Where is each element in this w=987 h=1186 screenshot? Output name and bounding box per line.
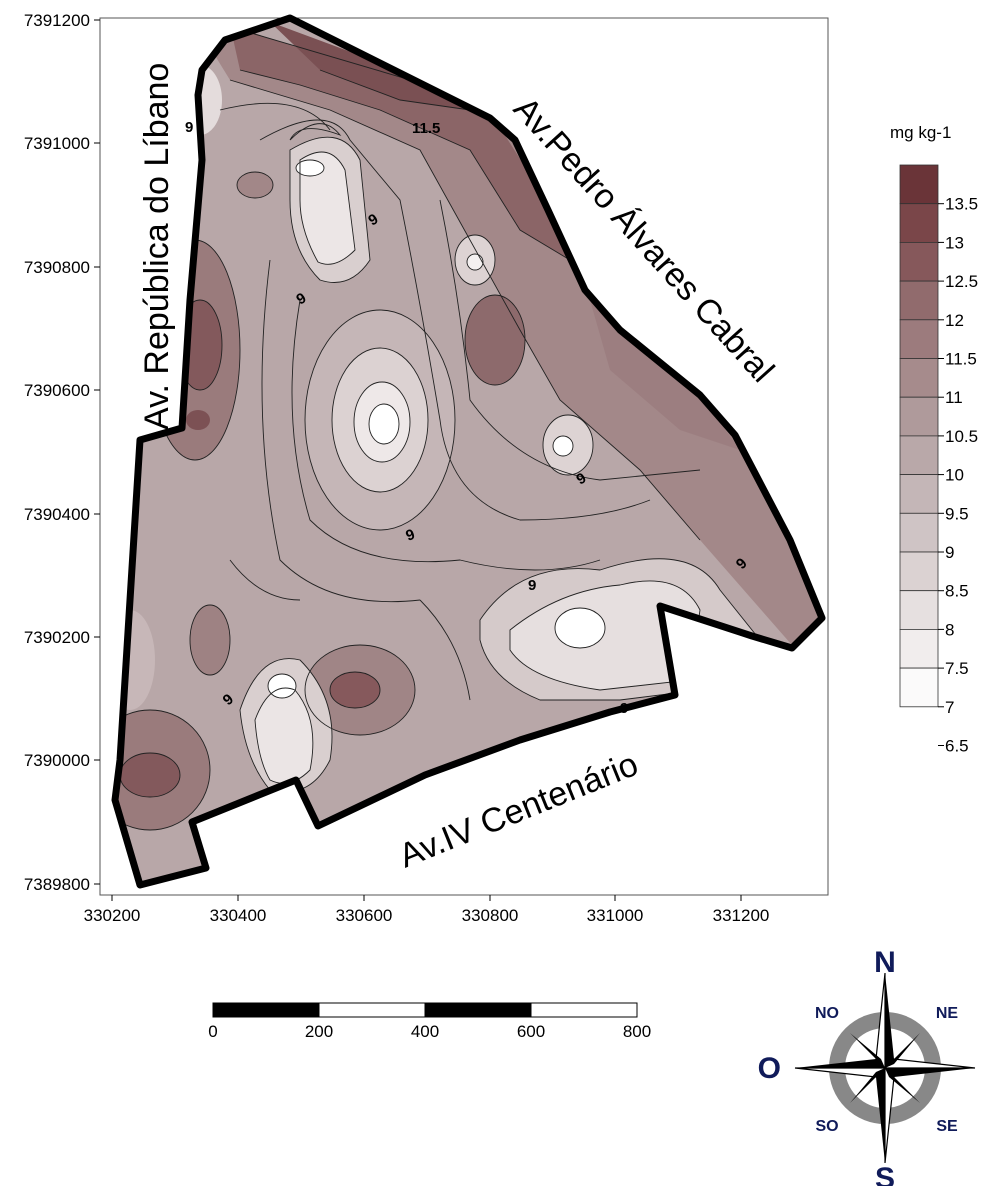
legend-swatch bbox=[899, 358, 939, 398]
y-tick-label: 7391000 bbox=[24, 134, 90, 153]
scale-label: 600 bbox=[517, 1022, 545, 1041]
scale-label: 800 bbox=[623, 1022, 651, 1041]
y-tick-label: 7391200 bbox=[24, 11, 90, 30]
legend-swatch bbox=[899, 590, 939, 630]
compass-s: S bbox=[875, 1162, 895, 1186]
scale-segment bbox=[212, 1002, 320, 1018]
x-tick-label: 330800 bbox=[462, 906, 519, 925]
legend-level-label: 8.5 bbox=[945, 582, 969, 601]
legend-swatch bbox=[899, 164, 939, 205]
y-tick-label: 7390200 bbox=[24, 628, 90, 647]
legend-level-label: 11.5 bbox=[945, 350, 977, 369]
compass-rose: N S O NO NE SO SE bbox=[758, 946, 976, 1186]
x-axis: 330200 330400 330600 330800 331000 331200 bbox=[84, 895, 770, 925]
legend-level-label: 10.5 bbox=[945, 427, 978, 446]
legend-swatch bbox=[899, 435, 939, 475]
legend-swatch bbox=[899, 629, 939, 669]
compass-no: NO bbox=[815, 1005, 839, 1022]
compass-ne: NE bbox=[936, 1005, 959, 1022]
street-label-left: Av. República do Líbano bbox=[138, 63, 176, 430]
legend-level-label: 9.5 bbox=[945, 504, 969, 523]
legend-level-label: 12.5 bbox=[945, 272, 978, 291]
legend-level-label: 13.5 bbox=[945, 195, 978, 214]
scale-label: 400 bbox=[411, 1022, 439, 1041]
legend-swatch bbox=[899, 667, 939, 708]
y-tick-label: 7390000 bbox=[24, 751, 90, 770]
x-tick-label: 331000 bbox=[587, 906, 644, 925]
y-axis: 7391200 7391000 7390800 7390600 7390400 73902… bbox=[24, 11, 100, 894]
contour-label: 9 bbox=[528, 577, 536, 594]
x-tick-label: 331200 bbox=[713, 906, 770, 925]
contour-label: 11.5 bbox=[412, 120, 440, 137]
compass-se: SE bbox=[936, 1118, 958, 1135]
legend-swatch bbox=[899, 396, 939, 437]
compass-so: SO bbox=[815, 1118, 838, 1135]
compass-arrow-icon bbox=[794, 972, 976, 1164]
contour-label: 9 bbox=[620, 700, 628, 717]
legend-swatch bbox=[899, 203, 939, 243]
contour-label: 9 bbox=[185, 119, 193, 136]
y-tick-label: 7389800 bbox=[24, 875, 90, 894]
legend-swatch bbox=[899, 319, 939, 359]
scale-segment bbox=[530, 1002, 638, 1018]
legend-unit: mg kg-1 bbox=[890, 123, 951, 142]
legend-level-label: 13 bbox=[945, 233, 964, 252]
site-boundary bbox=[111, 14, 826, 889]
y-tick-label: 7390600 bbox=[24, 381, 90, 400]
compass-n: N bbox=[874, 946, 896, 979]
legend-level-label: 11 bbox=[945, 388, 963, 407]
legend-level-label: 7 bbox=[945, 698, 954, 717]
legend-swatch bbox=[899, 474, 939, 514]
scale-bar: 0 200 400 600 800 bbox=[208, 1002, 651, 1041]
legend-swatch bbox=[899, 551, 939, 592]
y-tick-label: 7390400 bbox=[24, 505, 90, 524]
legend-level-label: 9 bbox=[945, 543, 954, 562]
legend-swatch bbox=[899, 241, 939, 282]
compass-o: O bbox=[758, 1052, 781, 1085]
color-legend: 13.5 13 12.5 12 11.5 11 10.5 10 9.5 9 8.5 8 7.5 7 6.5 bbox=[899, 164, 978, 756]
legend-level-label: 8 bbox=[945, 620, 954, 639]
legend-swatch bbox=[899, 280, 939, 321]
legend-level-label: 7.5 bbox=[945, 659, 969, 678]
x-tick-label: 330200 bbox=[84, 906, 141, 925]
scale-label: 200 bbox=[305, 1022, 333, 1041]
scale-segment bbox=[318, 1002, 426, 1018]
x-tick-label: 330400 bbox=[210, 906, 267, 925]
legend-level-label: 12 bbox=[945, 311, 964, 330]
y-tick-label: 7390800 bbox=[24, 258, 90, 277]
legend-level-label: 10 bbox=[945, 466, 964, 485]
legend-swatch bbox=[899, 512, 939, 553]
scale-label: 0 bbox=[208, 1022, 217, 1041]
x-tick-label: 330600 bbox=[336, 906, 393, 925]
legend-level-label: 6.5 bbox=[945, 737, 969, 756]
scale-segment bbox=[424, 1002, 532, 1018]
